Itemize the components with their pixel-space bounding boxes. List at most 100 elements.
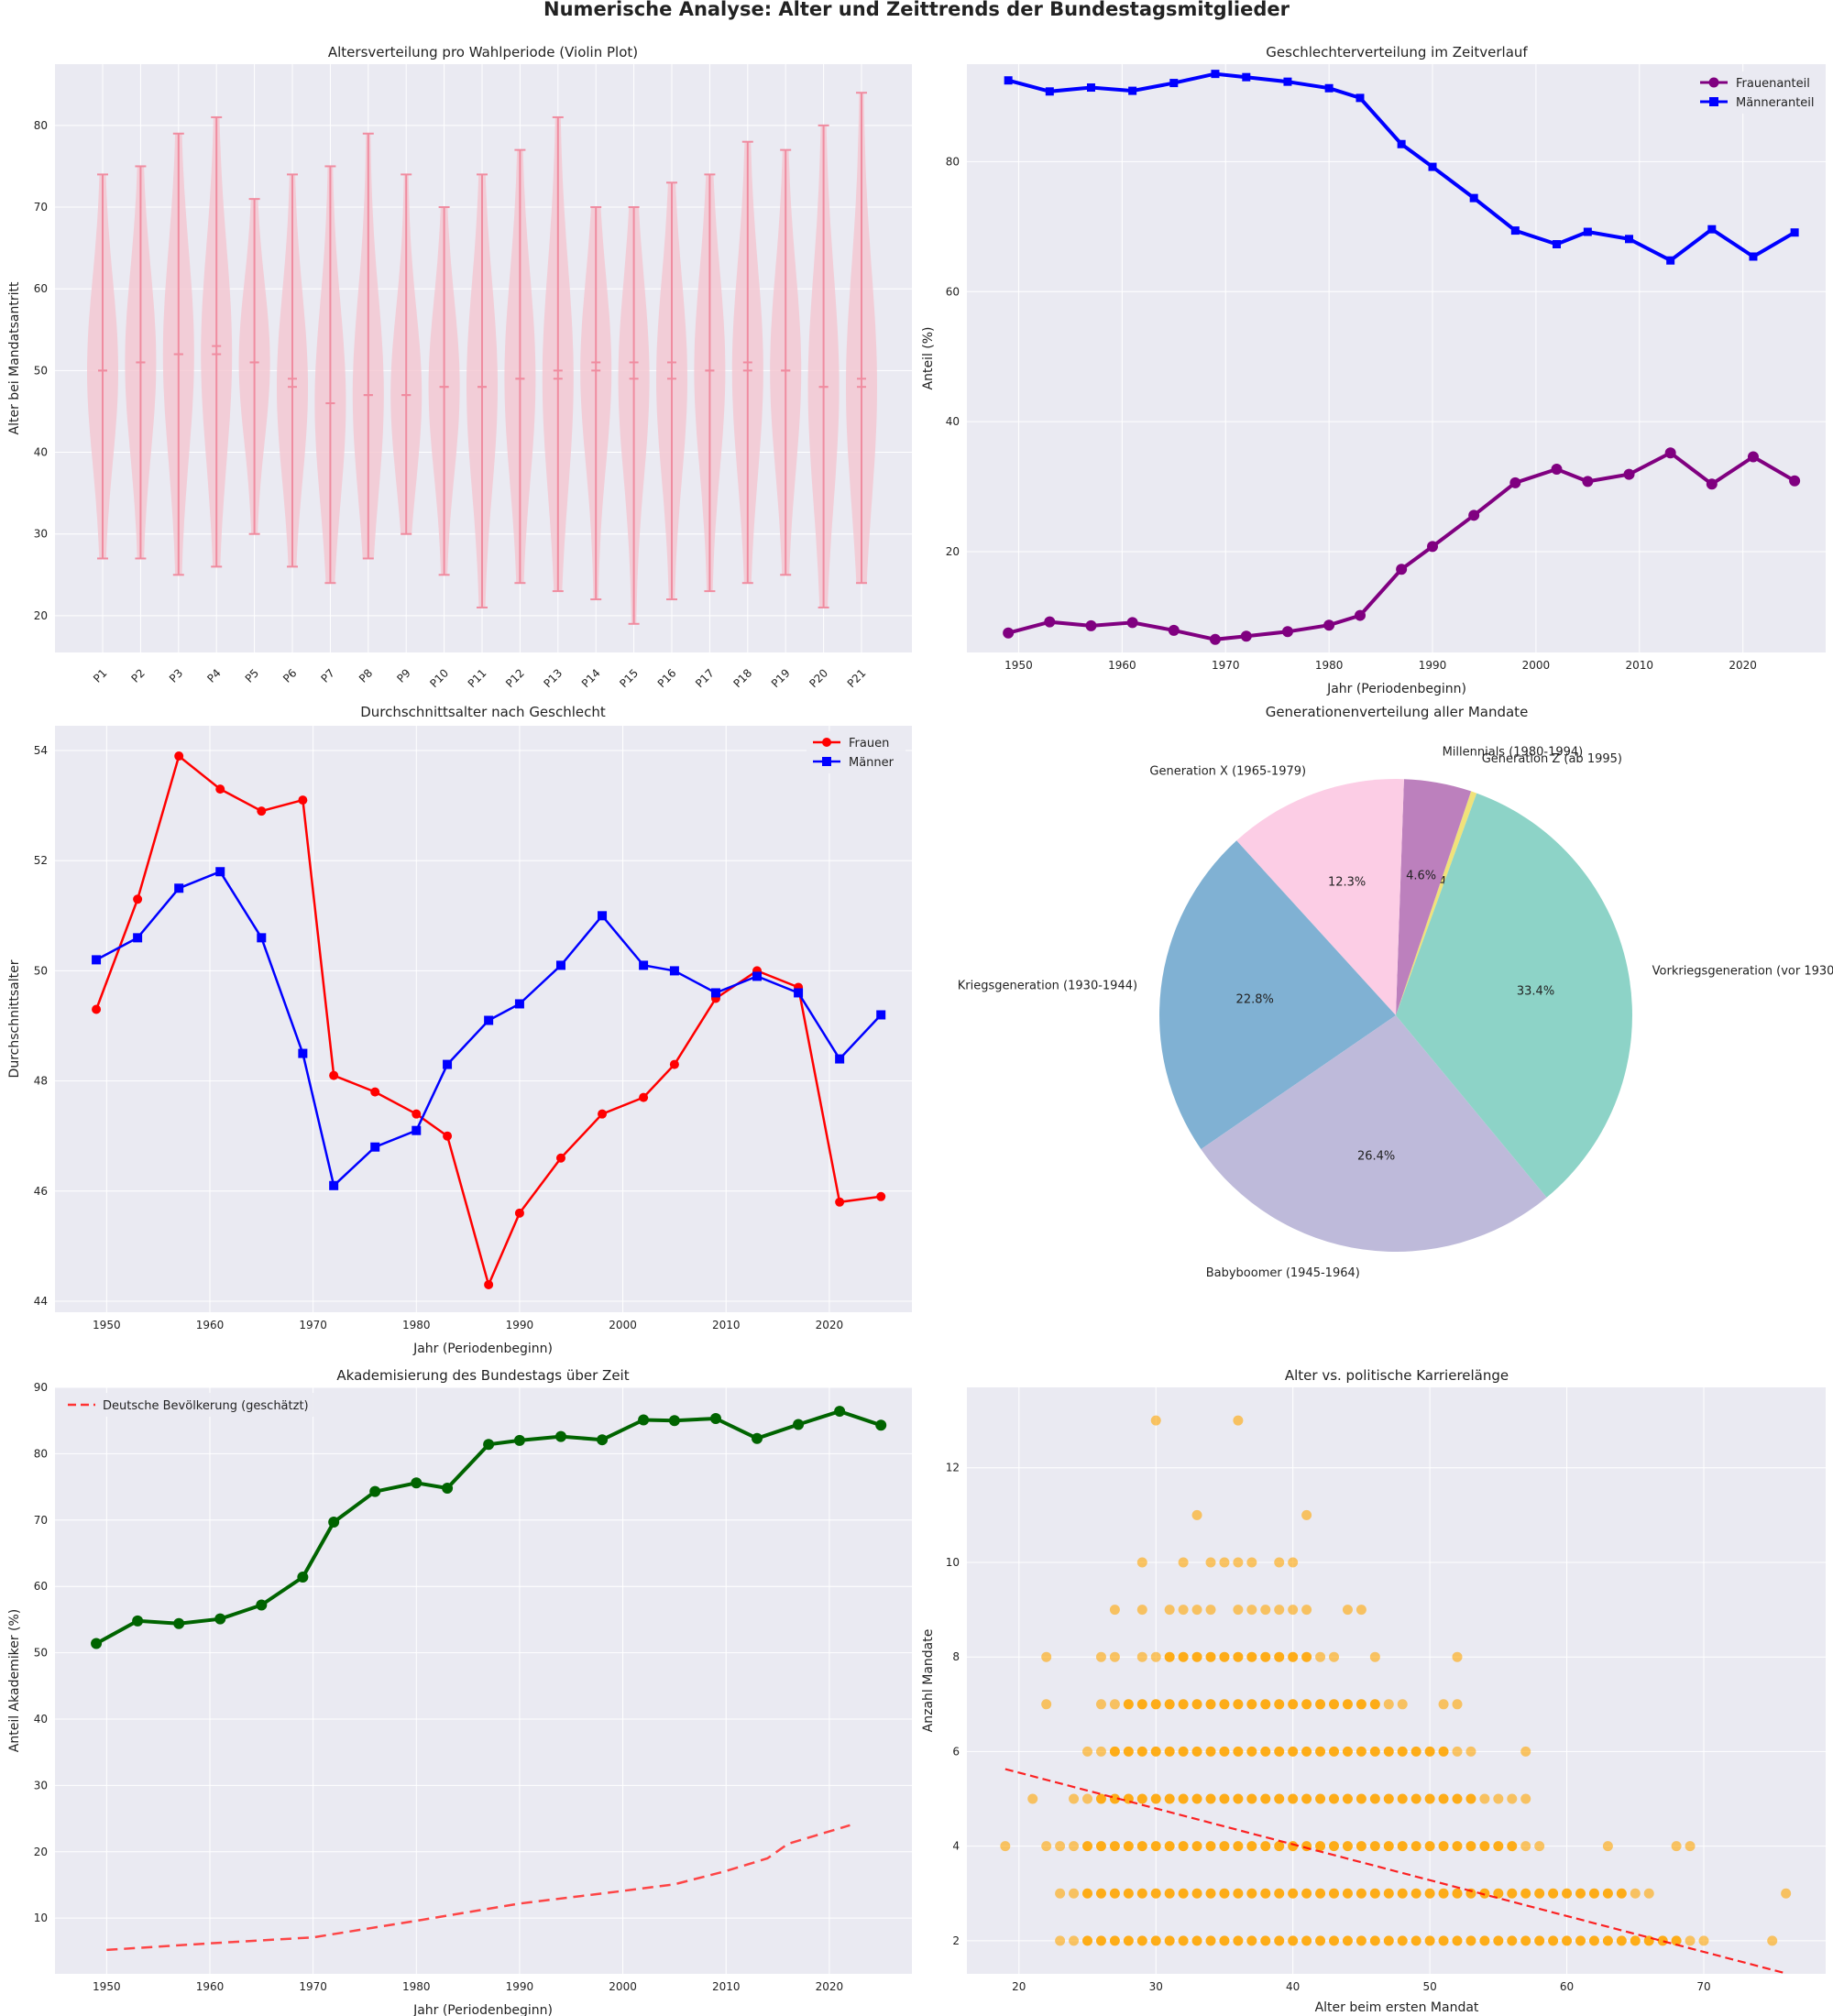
panel-generation-pie-marks: 0.4%Generation Z (ab 1995)4.6%Millennial… bbox=[958, 746, 1833, 1280]
scatter-point bbox=[1205, 1746, 1216, 1757]
legend-label-male-share: Männeranteil bbox=[1736, 96, 1815, 110]
scatter-point bbox=[1069, 1793, 1080, 1804]
scatter-point bbox=[1329, 1793, 1340, 1804]
scatter-point bbox=[1369, 1699, 1380, 1710]
data-point-academic bbox=[483, 1439, 495, 1451]
pie-slice-label: Millennials (1980-1994) bbox=[1443, 746, 1584, 760]
scatter-point bbox=[1027, 1793, 1038, 1804]
scatter-point bbox=[1383, 1746, 1394, 1757]
data-point-academic bbox=[513, 1434, 525, 1446]
data-point-academic bbox=[834, 1406, 846, 1418]
scatter-point bbox=[1493, 1841, 1504, 1852]
scatter-point bbox=[1301, 1793, 1312, 1804]
data-point-frauen bbox=[329, 1070, 339, 1080]
scatter-point bbox=[1136, 1746, 1147, 1757]
scatter-point bbox=[1233, 1793, 1244, 1804]
panel-academic-title: Akademisierung des Bundestags über Zeit bbox=[336, 1367, 629, 1384]
y-tick-label: 60 bbox=[34, 282, 48, 295]
data-point-male-share bbox=[1211, 70, 1220, 79]
y-tick-label: 10 bbox=[34, 1912, 48, 1924]
scatter-point bbox=[1150, 1841, 1161, 1852]
scatter-point bbox=[1356, 1605, 1367, 1616]
data-point-male-share bbox=[1428, 162, 1437, 171]
scatter-point bbox=[1383, 1841, 1394, 1852]
data-point-male-share bbox=[1707, 225, 1717, 234]
scatter-point bbox=[1465, 1841, 1476, 1852]
scatter-point bbox=[1288, 1888, 1299, 1899]
x-tick-label: P15 bbox=[617, 666, 641, 690]
data-point-frauen bbox=[598, 1109, 608, 1119]
scatter-point bbox=[1438, 1935, 1449, 1946]
scatter-point bbox=[1233, 1651, 1244, 1662]
scatter-point bbox=[1191, 1605, 1202, 1616]
scatter-point bbox=[1191, 1888, 1202, 1899]
scatter-point bbox=[1410, 1746, 1421, 1757]
scatter-point bbox=[1246, 1841, 1257, 1852]
scatter-point bbox=[1452, 1746, 1463, 1757]
scatter-point bbox=[1397, 1841, 1408, 1852]
scatter-point bbox=[1069, 1935, 1080, 1946]
x-tick-label: 1990 bbox=[1419, 659, 1447, 672]
x-tick-label: 1950 bbox=[1004, 659, 1033, 672]
panel-violin-title: Altersverteilung pro Wahlperiode (Violin… bbox=[328, 44, 638, 60]
x-tick-label: 60 bbox=[1560, 1980, 1574, 1993]
scatter-point bbox=[1383, 1935, 1394, 1946]
scatter-point bbox=[1082, 1746, 1093, 1757]
data-point-academic bbox=[709, 1413, 721, 1425]
data-point-frauen bbox=[514, 1208, 524, 1218]
panel-mean-age: Durchschnittsalter nach Geschlecht 44464… bbox=[7, 704, 912, 1356]
scatter-point bbox=[1616, 1935, 1627, 1946]
data-point-male-share bbox=[1169, 79, 1179, 88]
data-point-male-share bbox=[1666, 256, 1675, 265]
y-tick-label: 10 bbox=[946, 1556, 960, 1569]
scatter-point bbox=[1397, 1888, 1408, 1899]
scatter-point bbox=[1479, 1888, 1490, 1899]
scatter-point bbox=[1342, 1888, 1353, 1899]
scatter-point bbox=[1548, 1935, 1559, 1946]
data-point-maenner bbox=[133, 933, 143, 943]
y-tick-label: 30 bbox=[34, 528, 48, 541]
scatter-point bbox=[1095, 1935, 1106, 1946]
scatter-point bbox=[1507, 1935, 1518, 1946]
scatter-point bbox=[1301, 1509, 1312, 1520]
scatter-point bbox=[1260, 1888, 1271, 1899]
y-tick-label: 54 bbox=[34, 744, 48, 757]
scatter-point bbox=[1315, 1935, 1326, 1946]
scatter-point bbox=[1136, 1557, 1147, 1568]
y-tick-label: 20 bbox=[946, 545, 960, 558]
data-point-academic bbox=[369, 1485, 381, 1497]
scatter-point bbox=[1383, 1699, 1394, 1710]
y-tick-label: 44 bbox=[34, 1295, 48, 1308]
data-point-academic bbox=[638, 1414, 650, 1426]
scatter-point bbox=[1575, 1888, 1586, 1899]
data-point-female-share bbox=[1396, 564, 1408, 575]
data-point-male-share bbox=[1469, 193, 1478, 203]
x-tick-label: P21 bbox=[845, 666, 869, 690]
data-point-frauen bbox=[412, 1109, 422, 1119]
pie-pct-label: 12.3% bbox=[1328, 876, 1366, 890]
legend-marker-maenner bbox=[822, 757, 831, 766]
panel-mean-age-plot-area bbox=[55, 726, 912, 1312]
scatter-point bbox=[1191, 1746, 1202, 1757]
scatter-point bbox=[1452, 1888, 1463, 1899]
scatter-point bbox=[1205, 1557, 1216, 1568]
data-point-academic bbox=[793, 1419, 805, 1430]
scatter-point bbox=[1630, 1888, 1641, 1899]
scatter-point bbox=[1191, 1651, 1202, 1662]
data-point-female-share bbox=[1209, 633, 1221, 645]
scatter-point bbox=[1246, 1746, 1257, 1757]
scatter-point bbox=[1205, 1888, 1216, 1899]
scatter-point bbox=[1219, 1557, 1230, 1568]
y-tick-label: 40 bbox=[34, 446, 48, 459]
data-point-male-share bbox=[1510, 226, 1520, 236]
pie-pct-label: 26.4% bbox=[1357, 1149, 1395, 1163]
pie-slice bbox=[1201, 1015, 1547, 1252]
scatter-point bbox=[1520, 1746, 1531, 1757]
scatter-point bbox=[1315, 1888, 1326, 1899]
scatter-point bbox=[1205, 1841, 1216, 1852]
scatter-point bbox=[1274, 1935, 1285, 1946]
scatter-point bbox=[1342, 1605, 1353, 1616]
panel-career-scatter-plot-area bbox=[967, 1387, 1826, 1974]
scatter-point bbox=[1123, 1935, 1134, 1946]
scatter-point bbox=[1260, 1605, 1271, 1616]
